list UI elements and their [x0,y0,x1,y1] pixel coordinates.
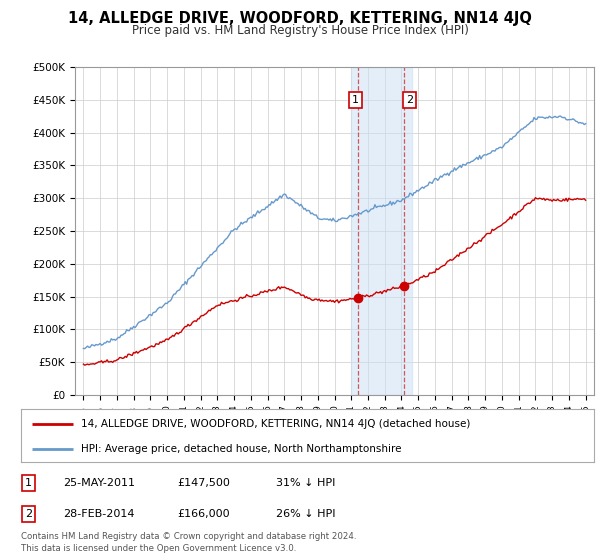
Text: Contains HM Land Registry data © Crown copyright and database right 2024.
This d: Contains HM Land Registry data © Crown c… [21,533,356,553]
Text: 1: 1 [352,95,359,105]
Text: 28-FEB-2014: 28-FEB-2014 [63,509,134,519]
Bar [351,67,412,395]
Text: HPI: Average price, detached house, North Northamptonshire: HPI: Average price, detached house, Nort… [81,444,401,454]
Text: 14, ALLEDGE DRIVE, WOODFORD, KETTERING, NN14 4JQ: 14, ALLEDGE DRIVE, WOODFORD, KETTERING, … [68,11,532,26]
Text: 2: 2 [25,509,32,519]
Text: 1: 1 [25,478,32,488]
Text: Price paid vs. HM Land Registry's House Price Index (HPI): Price paid vs. HM Land Registry's House … [131,24,469,36]
Text: 25-MAY-2011: 25-MAY-2011 [63,478,135,488]
Text: 31% ↓ HPI: 31% ↓ HPI [276,478,335,488]
Text: 2: 2 [406,95,413,105]
Text: £166,000: £166,000 [177,509,230,519]
Text: £147,500: £147,500 [177,478,230,488]
Text: 14, ALLEDGE DRIVE, WOODFORD, KETTERING, NN14 4JQ (detached house): 14, ALLEDGE DRIVE, WOODFORD, KETTERING, … [81,419,470,429]
Text: 26% ↓ HPI: 26% ↓ HPI [276,509,335,519]
